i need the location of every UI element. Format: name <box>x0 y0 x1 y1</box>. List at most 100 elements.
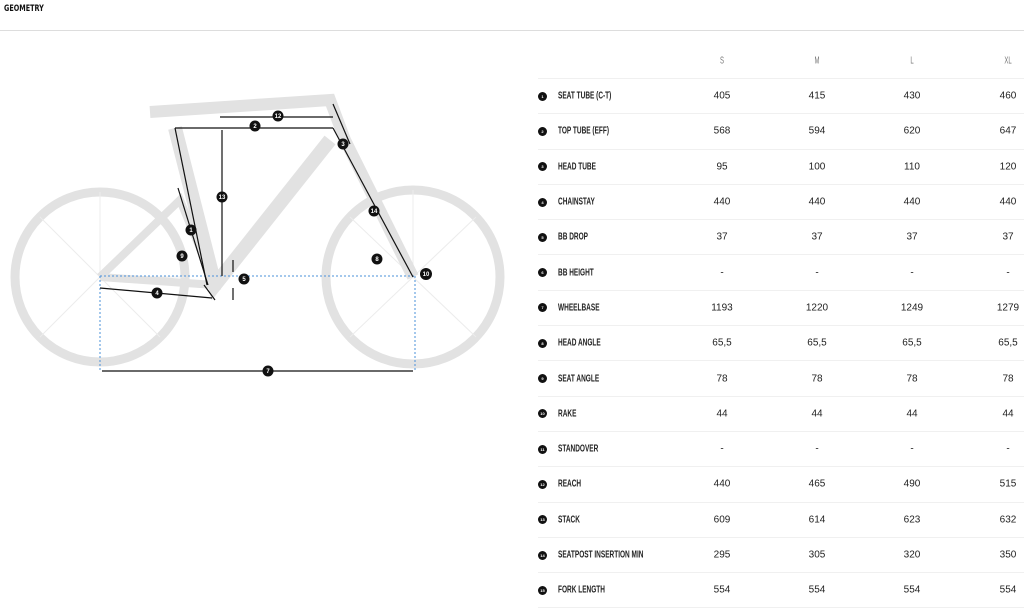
row-label: CHAINSTAY <box>558 196 595 208</box>
row-label: FORK LENGTH <box>558 584 605 596</box>
row-value: 515 <box>999 478 1017 490</box>
row-value: 78 <box>906 373 918 385</box>
table-row: 12 REACH 440 465 490 515 <box>538 467 1024 503</box>
row-value: 44 <box>716 408 728 420</box>
row-label: HEAD TUBE <box>558 161 596 173</box>
table-row: 15 FORK LENGTH 554 554 554 554 <box>538 573 1024 608</box>
row-value: 632 <box>999 514 1017 526</box>
svg-text:10: 10 <box>423 272 430 278</box>
row-value: 440 <box>713 196 731 208</box>
row-value: - <box>815 443 819 455</box>
row-value: 465 <box>808 478 826 490</box>
row-value: 95 <box>716 161 728 173</box>
table-row: 4 CHAINSTAY 440 440 440 440 <box>538 185 1024 221</box>
row-value: 44 <box>811 408 823 420</box>
diagram-markers <box>151 110 432 377</box>
row-number-badge: 10 <box>538 409 547 419</box>
row-number-badge: 12 <box>538 479 547 489</box>
row-label: WHEELBASE <box>558 302 600 314</box>
svg-text:4: 4 <box>155 291 159 297</box>
divider <box>0 30 1024 31</box>
row-value: 305 <box>808 549 826 561</box>
table-row: 8 HEAD ANGLE 65,5 65,5 65,5 65,5 <box>538 326 1024 362</box>
row-number-badge: 6 <box>538 268 547 278</box>
row-value: - <box>910 443 914 455</box>
row-number-badge: 2 <box>538 126 547 136</box>
row-number-badge: 15 <box>538 585 547 595</box>
table-row: 6 BB HEIGHT - - - - <box>538 255 1024 291</box>
svg-text:5: 5 <box>242 277 246 283</box>
row-value: 65,5 <box>807 337 827 349</box>
row-label: REACH <box>558 478 582 490</box>
row-value: 37 <box>1002 231 1014 243</box>
row-number-badge: 3 <box>538 162 547 172</box>
geometry-table: S M L XL 1 SEAT TUBE (C-T) 405 415 430 460 2 TO… <box>538 44 1024 608</box>
table-row: 13 STACK 609 614 623 632 <box>538 503 1024 538</box>
table-row: 11 STANDOVER - - - - <box>538 432 1024 468</box>
row-value: 594 <box>808 125 826 137</box>
row-value: 1279 <box>996 302 1020 314</box>
table-row: 10 RAKE 44 44 44 44 <box>538 397 1024 432</box>
row-number-badge: 11 <box>538 444 547 454</box>
row-value: 430 <box>903 90 921 102</box>
row-label: RAKE <box>558 408 577 420</box>
row-label: SEAT ANGLE <box>558 373 600 385</box>
row-value: 440 <box>903 196 921 208</box>
row-label: STACK <box>558 514 580 526</box>
table-row: 14 SEATPOST INSERTION MIN 295 305 320 350 <box>538 538 1024 574</box>
row-value: 120 <box>999 161 1017 173</box>
svg-text:3: 3 <box>341 142 345 148</box>
svg-text:2: 2 <box>253 124 257 130</box>
row-value: 78 <box>1002 373 1014 385</box>
row-value: 460 <box>999 90 1017 102</box>
row-value: 554 <box>808 584 826 596</box>
row-value: 554 <box>713 584 731 596</box>
row-value: 295 <box>713 549 731 561</box>
row-label: BB HEIGHT <box>558 267 594 279</box>
row-number-badge: 7 <box>538 303 547 313</box>
svg-text:8: 8 <box>375 257 379 263</box>
row-value: 405 <box>713 90 731 102</box>
row-label: SEATPOST INSERTION MIN <box>558 549 644 561</box>
row-number-badge: 4 <box>538 197 547 207</box>
row-value: - <box>815 267 819 279</box>
row-value: 609 <box>713 514 731 526</box>
row-value: 65,5 <box>902 337 922 349</box>
row-value: 1249 <box>900 302 924 314</box>
row-value: - <box>910 267 914 279</box>
svg-text:9: 9 <box>180 254 184 260</box>
row-value: 37 <box>811 231 823 243</box>
row-value: - <box>720 443 724 455</box>
row-value: 440 <box>999 196 1017 208</box>
rear-triangle <box>97 193 222 290</box>
row-value: 350 <box>999 549 1017 561</box>
row-value: 37 <box>906 231 918 243</box>
row-value: 415 <box>808 90 826 102</box>
frame-top <box>149 93 419 280</box>
row-value: 440 <box>713 478 731 490</box>
row-value: 1220 <box>805 302 829 314</box>
svg-text:1: 1 <box>189 228 193 234</box>
row-value: 554 <box>903 584 921 596</box>
row-value: 623 <box>903 514 921 526</box>
row-label: STANDOVER <box>558 443 599 455</box>
size-header-xl: XL <box>1004 55 1012 67</box>
row-value: - <box>1006 267 1010 279</box>
row-label: BB DROP <box>558 231 588 243</box>
row-value: 614 <box>808 514 826 526</box>
row-label: SEAT TUBE (C-T) <box>558 90 612 102</box>
row-value: 78 <box>811 373 823 385</box>
row-label: TOP TUBE (EFF) <box>558 125 610 137</box>
row-value: 65,5 <box>712 337 732 349</box>
table-header: S M L XL <box>538 44 1024 79</box>
row-number-badge: 1 <box>538 91 547 101</box>
row-value: 620 <box>903 125 921 137</box>
row-value: 44 <box>1002 408 1014 420</box>
row-number-badge: 14 <box>538 550 547 560</box>
row-label: HEAD ANGLE <box>558 337 601 349</box>
row-value: 100 <box>808 161 826 173</box>
row-number-badge: 13 <box>538 515 547 525</box>
svg-text:7: 7 <box>266 369 270 375</box>
row-value: 65,5 <box>998 337 1018 349</box>
